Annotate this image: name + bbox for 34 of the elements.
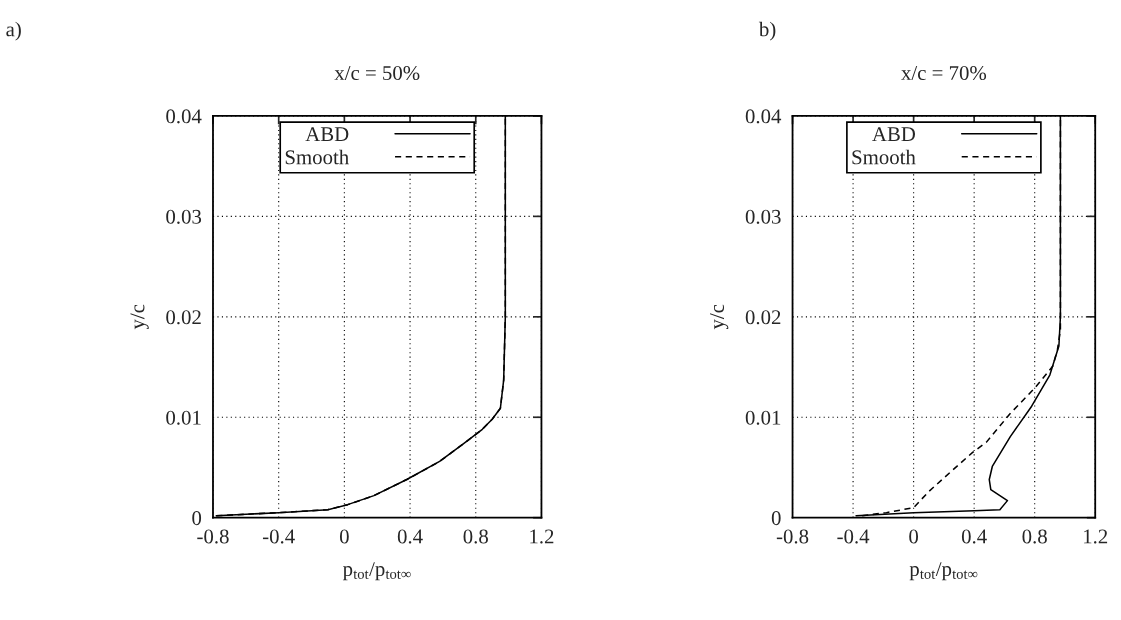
x-tick-label: 0.8 — [463, 529, 488, 544]
y-axis-title: y/c — [130, 304, 149, 330]
text: a) — [6, 21, 21, 41]
legend-label: Smooth — [852, 149, 916, 165]
text: b) — [758, 21, 776, 41]
y-tick-label: 0.04 — [166, 109, 202, 124]
legend-label: Smooth — [285, 149, 349, 165]
x-axis-title: p$_{tot}$/p$_{tot∞}$ — [342, 562, 411, 581]
text: ABD — [305, 127, 349, 141]
y-tick-label: 0.01 — [166, 410, 201, 425]
y-tick-label: 0.02 — [745, 310, 781, 325]
x-tick-label: 1.2 — [1084, 529, 1108, 544]
x-tick-label: 0.8 — [1022, 529, 1047, 544]
y-tick-label: 0.04 — [745, 109, 782, 124]
y-tick-label: 0 — [771, 511, 781, 526]
y-tick-label: 0.03 — [745, 209, 781, 224]
y-tick-label: 0 — [192, 511, 202, 526]
y-axis-title: y/c — [710, 304, 729, 330]
x-tick-label: 0 — [909, 529, 919, 544]
text: ABD — [872, 127, 916, 141]
x-axis-title: p$_{tot}$/p$_{tot∞}$ — [909, 562, 978, 581]
x-tick-label: 0.4 — [397, 529, 423, 544]
y-tick-label: 0.02 — [166, 310, 201, 325]
y-tick-label: 0.03 — [166, 209, 202, 224]
x-tick-label: -0.8 — [197, 529, 229, 544]
x-tick-label: 0 — [339, 529, 349, 544]
x-tick-label: -0.8 — [776, 529, 809, 544]
x-tick-label: 0.4 — [961, 529, 987, 544]
chart-title: x/c = 70% — [901, 65, 987, 81]
x-tick-label: -0.4 — [262, 529, 295, 544]
x-tick-label: -0.4 — [837, 529, 870, 544]
chart-title: x/c = 50% — [334, 65, 420, 81]
y-tick-label: 0.01 — [745, 410, 781, 425]
x-tick-label: 1.2 — [530, 529, 554, 544]
